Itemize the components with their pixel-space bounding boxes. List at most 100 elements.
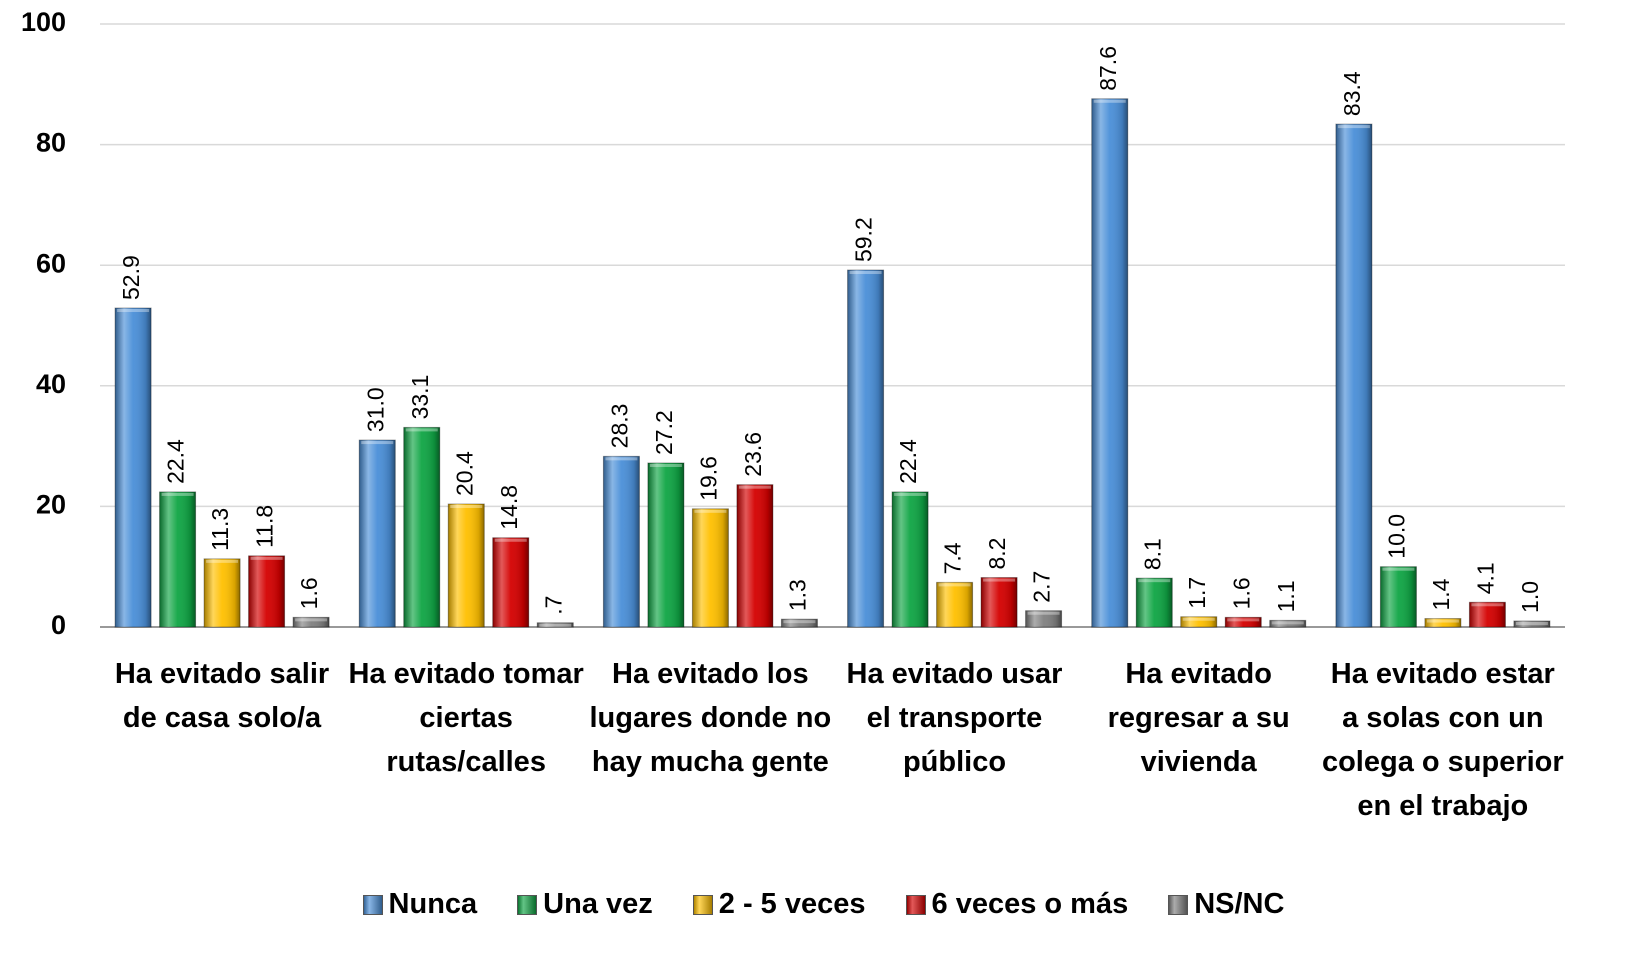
- data-label: 87.6: [1095, 46, 1121, 91]
- x-tick-label: Ha evitado regresar a su vivienda: [1107, 658, 1290, 778]
- data-label: 52.9: [118, 255, 144, 300]
- bar-cap: [1382, 567, 1415, 571]
- data-label: 22.4: [163, 439, 189, 484]
- data-label: 11.3: [207, 508, 233, 551]
- legend-swatch: [362, 894, 383, 915]
- bar: [891, 491, 929, 628]
- bar: [114, 307, 152, 628]
- bar-cap: [694, 509, 727, 513]
- bar-cap: [783, 620, 816, 624]
- bar-cap: [361, 441, 394, 445]
- data-label: 1.6: [296, 577, 322, 609]
- data-label: 4.1: [1472, 562, 1498, 594]
- data-label: 8.2: [984, 538, 1010, 570]
- data-label: 1.6: [1228, 577, 1254, 609]
- x-tick-label: Ha evitado tomar ciertas rutas/calles: [348, 658, 584, 778]
- bar: [1335, 123, 1373, 628]
- y-tick-label: 0: [51, 610, 66, 640]
- x-tick-label: Ha evitado salir de casa solo/a: [114, 658, 330, 734]
- y-tick-label: 100: [21, 7, 66, 37]
- bar: [1135, 577, 1173, 628]
- bar-cap: [1271, 621, 1304, 625]
- bar: [248, 555, 286, 628]
- bar: [936, 581, 974, 628]
- bar-cap: [738, 485, 771, 489]
- bar-cap: [450, 504, 483, 508]
- bar-cap: [1093, 99, 1126, 103]
- x-tick-label: Ha evitado usar el transporte público: [846, 658, 1063, 778]
- legend-item: 6 veces o más: [905, 888, 1129, 921]
- legend-label: Una vez: [543, 888, 653, 920]
- legend-swatch: [517, 894, 538, 915]
- data-label: 14.8: [496, 485, 522, 530]
- data-label: 2.7: [1029, 571, 1055, 603]
- data-label: 27.2: [651, 410, 677, 455]
- bar-cap: [1471, 603, 1504, 607]
- bar: [847, 269, 885, 628]
- bar: [159, 491, 197, 628]
- bar-cap: [605, 457, 638, 461]
- legend-label: Nunca: [388, 888, 478, 920]
- data-label: 10.0: [1383, 514, 1409, 559]
- bar-cap: [117, 309, 150, 313]
- data-label: 1.1: [1273, 580, 1299, 612]
- bar-cap: [206, 559, 239, 563]
- bar-cap: [295, 618, 328, 622]
- y-tick-label: 40: [36, 369, 66, 399]
- bar-cap: [849, 271, 882, 275]
- legend-label: NS/NC: [1194, 888, 1285, 920]
- data-label: 28.3: [606, 404, 632, 449]
- bar-cap: [894, 492, 927, 496]
- legend-label: 2 - 5 veces: [718, 888, 866, 920]
- x-tick-label: Ha evitado los lugares donde no hay much…: [589, 658, 832, 778]
- legend-item: Nunca: [362, 888, 478, 921]
- bar-cap: [649, 463, 682, 467]
- y-tick-label: 60: [36, 248, 66, 278]
- data-label: 8.1: [1139, 538, 1165, 570]
- y-tick-label: 80: [36, 128, 66, 158]
- bar: [492, 537, 530, 628]
- legend-swatch: [1168, 894, 1189, 915]
- bar: [403, 426, 441, 628]
- bar-cap: [161, 492, 194, 496]
- bar: [1379, 566, 1417, 628]
- bar: [1091, 98, 1129, 628]
- bar-cap: [539, 623, 572, 627]
- data-label: 7.4: [940, 542, 966, 574]
- legend-swatch: [692, 894, 713, 915]
- data-label: 33.1: [407, 375, 433, 420]
- y-tick-label: 20: [36, 490, 66, 520]
- data-label: 59.2: [851, 217, 877, 262]
- data-label: 83.4: [1339, 71, 1365, 116]
- bar-cap: [250, 556, 283, 560]
- legend-item: NS/NC: [1168, 888, 1284, 921]
- legend-swatch: [905, 894, 926, 915]
- bar-cap: [1337, 125, 1370, 129]
- bar-cap: [494, 538, 527, 542]
- bar: [980, 577, 1018, 628]
- legend-item: 2 - 5 veces: [692, 888, 866, 921]
- bar-cap: [1515, 621, 1548, 625]
- bar: [691, 508, 729, 628]
- bar-cap: [1138, 579, 1171, 583]
- data-label: 23.6: [740, 432, 766, 477]
- bar: [358, 439, 396, 628]
- data-label: .7: [540, 596, 566, 615]
- bar-cap: [1182, 617, 1215, 621]
- bar: [647, 462, 685, 628]
- bar: [203, 558, 241, 628]
- data-label: 31.0: [362, 387, 388, 432]
- data-label: 1.4: [1428, 578, 1454, 610]
- bar-cap: [938, 583, 971, 587]
- bar-cap: [405, 428, 438, 432]
- bar-cap: [1227, 618, 1260, 622]
- data-label: 19.6: [695, 456, 721, 501]
- bar: [736, 484, 774, 628]
- data-label: 20.4: [451, 451, 477, 496]
- legend-label: 6 veces o más: [931, 888, 1129, 920]
- x-tick-label: Ha evitado estar a solas con un colega o…: [1321, 658, 1564, 822]
- bar-cap: [1426, 619, 1459, 623]
- bar: [447, 503, 485, 628]
- data-label: 11.8: [252, 505, 278, 548]
